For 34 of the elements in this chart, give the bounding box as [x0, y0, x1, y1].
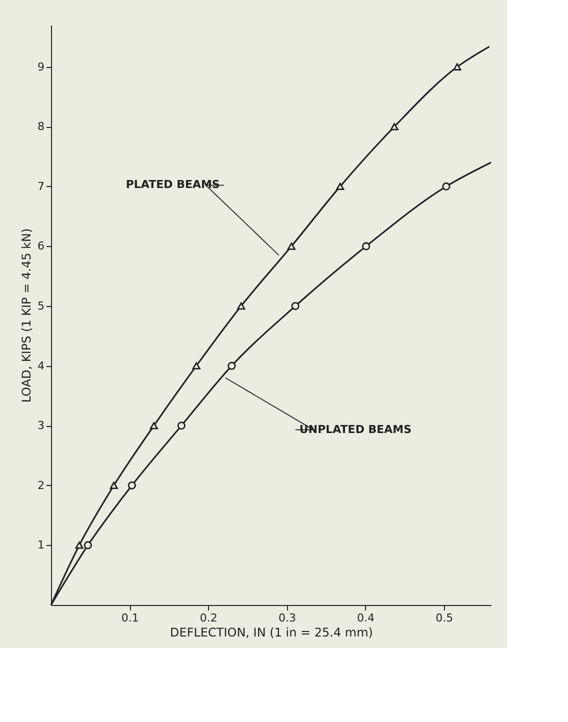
point	[453, 63, 462, 70]
point	[362, 242, 370, 250]
point	[84, 541, 92, 550]
annotation: UNPLATED BEAMS	[299, 422, 412, 436]
y-tick-label: 3	[38, 419, 44, 432]
point	[291, 302, 300, 310]
y-tick-label: 2	[38, 478, 44, 492]
x-axis-title: DEFLECTION, IN (1 in = 25.4 mm)	[170, 626, 373, 640]
point	[192, 362, 200, 370]
y-axis-title: LOAD, KIPS (1 KIP = 4.45 kN)	[20, 228, 34, 403]
point	[336, 182, 344, 190]
point	[228, 362, 236, 370]
point	[237, 302, 246, 310]
point	[390, 123, 398, 130]
y-tick-label: 7	[38, 180, 44, 193]
point	[442, 182, 450, 190]
point	[287, 242, 296, 250]
y-tick-label: 1	[38, 538, 44, 552]
annotation: PLATED BEAMS	[126, 178, 220, 192]
point	[150, 422, 158, 430]
y-tick-label: 6	[38, 240, 44, 253]
point	[110, 482, 118, 490]
y-tick-label: 5	[38, 300, 44, 313]
point	[177, 422, 186, 430]
x-tick-label: 0.5	[436, 612, 454, 624]
point	[128, 481, 136, 490]
x-tick-label: 0.2	[200, 612, 218, 624]
y-tick-label: 8	[38, 120, 44, 134]
x-tick-label: 0.1	[121, 612, 139, 624]
point	[75, 542, 84, 549]
y-tick-label: 9	[38, 60, 44, 74]
y-tick-label: 4	[38, 359, 44, 372]
x-tick-label: 0.3	[278, 612, 296, 624]
x-tick-label: 0.4	[357, 612, 375, 624]
